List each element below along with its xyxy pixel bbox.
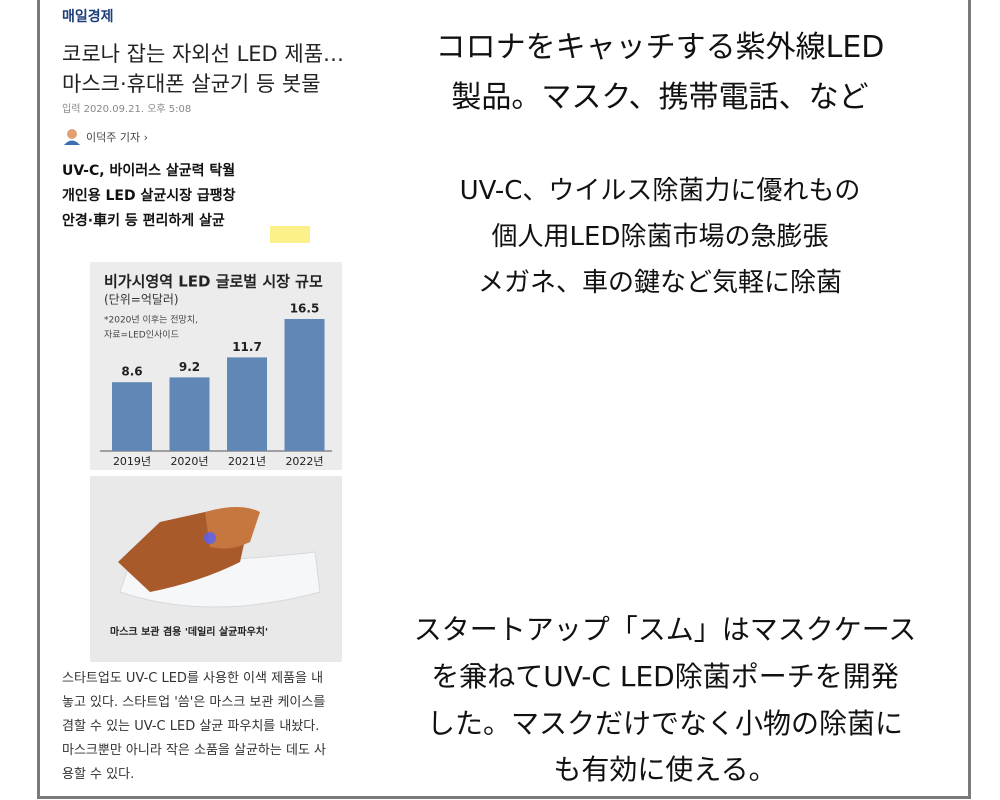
value-label: 9.2 (179, 360, 200, 374)
x-tick-label: 2021년 (228, 455, 266, 468)
bar (284, 319, 325, 451)
jp-title: コロナをキャッチする紫外線LED (435, 30, 885, 65)
photo-caption: 마스크 보관 겸용 '데일리 살균파우치' (110, 625, 268, 638)
body-line: 용할 수 있다. (62, 767, 135, 782)
x-tick-label: 2022년 (285, 455, 323, 468)
subhead: 개인용 LED 살균시장 급팽창 (62, 188, 236, 204)
reporter: 이덕주 기자 › (86, 131, 148, 144)
chart: 비가시영역 LED 글로벌 시장 규모 (단위=억달러) *2020년 이후는 … (90, 262, 342, 662)
body-line: 놓고 있다. 스타트업 '씀'은 마스크 보관 케이스를 (62, 695, 326, 710)
photo-led (204, 532, 216, 544)
jp-title: 製品。マスク、携帯電話、など (451, 80, 869, 115)
jp-body: も有効に使える。 (553, 753, 777, 786)
body-line: 마스크뿐만 아니라 작은 소품을 살균하는 데도 사 (62, 743, 326, 758)
jp-subhead: メガネ、車の鍵など気軽に除菌 (477, 268, 842, 298)
reporter-icon (64, 129, 80, 145)
headline: 마스크·휴대폰 살균기 등 봇물 (62, 72, 321, 96)
bar (169, 377, 210, 451)
x-tick-label: 2020년 (170, 455, 208, 468)
jp-subhead: UV-C、ウイルス除菌力に優れもの (459, 176, 861, 206)
photo-pouch (205, 507, 260, 549)
chart-note: *2020년 이후는 전망치, (104, 314, 198, 326)
source: 매일경제 (62, 9, 114, 25)
body-line: 겸할 수 있는 UV-C LED 살균 파우치를 내놨다. (62, 719, 320, 734)
headline: 코로나 잡는 자외선 LED 제품… (62, 42, 345, 66)
body-line: 스타트업도 UV-C LED를 사용한 이색 제품을 내 (62, 671, 324, 686)
value-label: 8.6 (121, 365, 142, 379)
value-label: 16.5 (290, 302, 320, 316)
date: 입력 2020.09.21. 오후 5:08 (62, 104, 192, 115)
chart-title: 비가시영역 LED 글로벌 시장 규모 (104, 273, 323, 291)
jp-body: を兼ねてUV-C LED除菌ポーチを開発 (431, 660, 899, 693)
jp-body: スタートアップ「スム」はマスクケース (413, 613, 917, 646)
bar (112, 382, 152, 451)
bar (227, 357, 267, 451)
chart-subtitle: (단위=억달러) (104, 293, 179, 307)
highlight (270, 226, 310, 243)
subhead: 안경·車키 등 편리하게 살균 (62, 213, 225, 229)
chart-note: 자료=LED인사이드 (104, 330, 179, 341)
frame (37, 0, 971, 799)
subhead: UV-C, 바이러스 살균력 탁월 (62, 163, 236, 179)
x-tick-label: 2019년 (113, 455, 151, 468)
jp-subhead: 個人用LED除菌市場の急膨張 (491, 222, 829, 252)
jp-body: した。マスクだけでなく小物の除菌に (426, 707, 903, 740)
value-label: 11.7 (232, 340, 262, 354)
